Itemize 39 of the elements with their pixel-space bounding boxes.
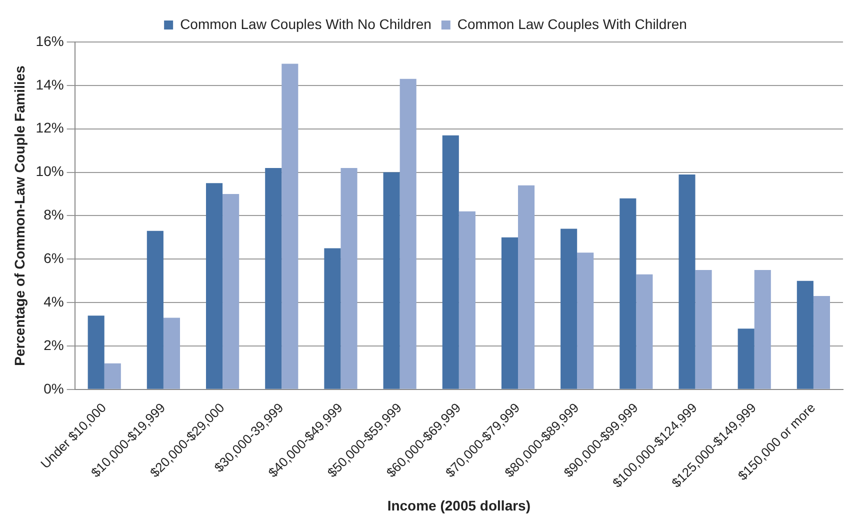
bar: [738, 328, 754, 389]
bar: [383, 172, 400, 389]
bar: [458, 211, 476, 389]
x-axis-title: Income (2005 dollars): [387, 497, 530, 514]
bar: [146, 230, 164, 389]
y-tick-label: 16%: [36, 32, 64, 49]
bar: [265, 168, 282, 389]
bar: [222, 194, 240, 389]
legend-label: Common Law Couples With No Children: [180, 16, 432, 32]
bar: [324, 248, 341, 389]
bar: [518, 185, 535, 389]
bar: [796, 280, 814, 389]
y-tick-label: 4%: [44, 293, 64, 310]
bar: [754, 270, 771, 389]
bar: [206, 183, 223, 389]
bar: [813, 296, 830, 389]
bar: [577, 252, 594, 389]
bar: [282, 64, 298, 389]
y-tick-label: 10%: [36, 163, 64, 180]
y-tick-label: 6%: [44, 250, 64, 266]
bar: [636, 274, 653, 389]
y-tick-label: 0%: [44, 380, 64, 396]
bar: [501, 237, 518, 389]
bar: [695, 270, 712, 389]
bar: [163, 318, 180, 389]
y-tick-label: 12%: [36, 120, 64, 136]
bar: [104, 363, 121, 389]
bar: [678, 174, 696, 389]
y-tick-label: 8%: [44, 206, 64, 223]
legend-label: Common Law Couples With Children: [457, 16, 687, 32]
bar: [400, 78, 416, 389]
bar: [620, 198, 636, 389]
bar: [340, 168, 358, 389]
y-axis-title: Percentage of Common-Law Couple Families: [11, 65, 28, 366]
bar: [442, 135, 459, 389]
bar: [88, 316, 104, 389]
y-tick-label: 2%: [44, 336, 64, 353]
bar: [560, 228, 578, 389]
y-tick-label: 14%: [36, 76, 64, 92]
